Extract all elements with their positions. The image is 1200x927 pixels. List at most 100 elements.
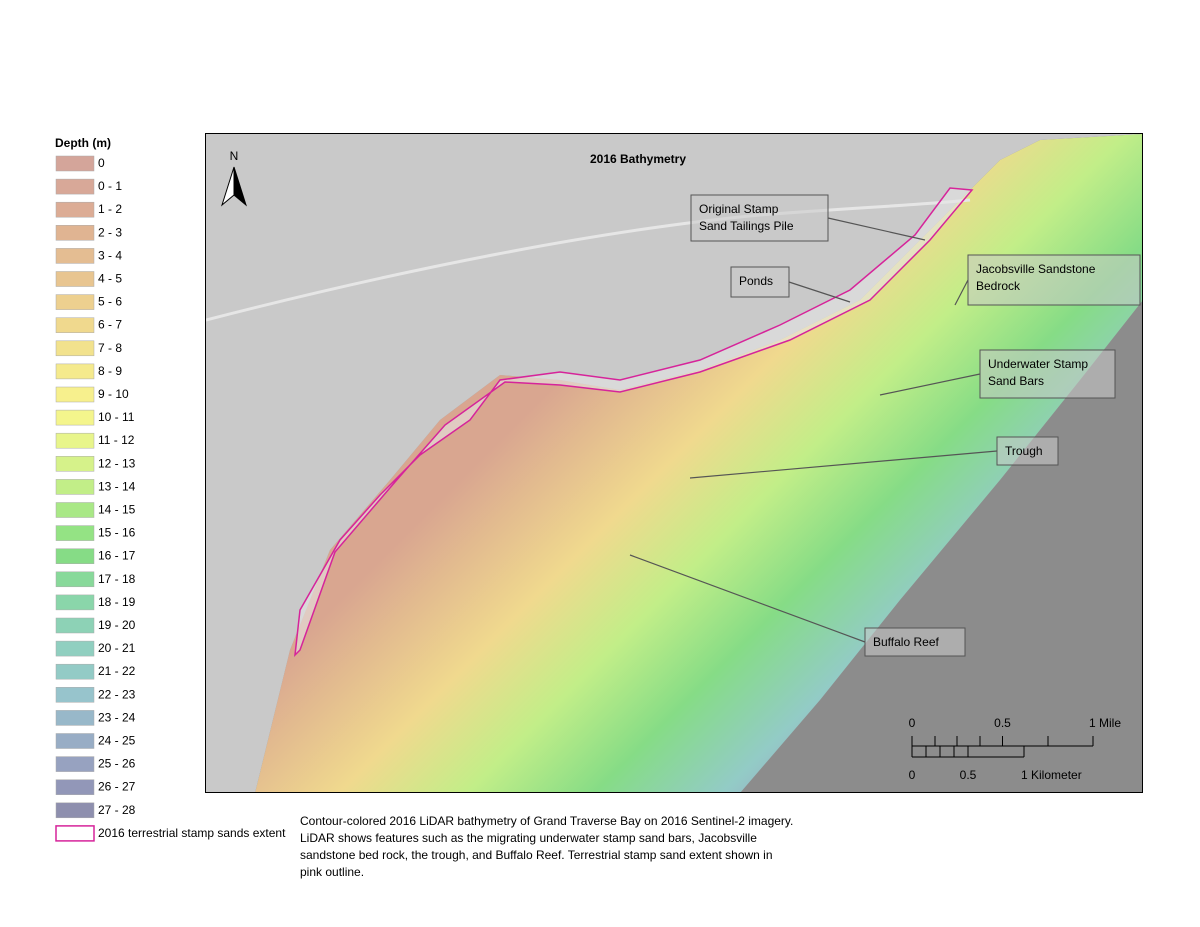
road bbox=[206, 198, 971, 322]
legend-swatch bbox=[55, 201, 95, 218]
legend-swatch bbox=[55, 756, 95, 772]
annotation-text: Original Stamp bbox=[699, 202, 779, 216]
scale-label: 0 bbox=[909, 768, 916, 782]
annotation-text: Jacobsville Sandstone bbox=[976, 262, 1096, 276]
legend-swatch bbox=[55, 432, 95, 449]
annotation-box bbox=[730, 266, 790, 298]
legend-swatch bbox=[55, 802, 95, 819]
legend-swatch bbox=[55, 155, 95, 172]
annotation-text: Buffalo Reef bbox=[873, 635, 939, 649]
legend-title: Depth (m) bbox=[55, 136, 111, 150]
map-image bbox=[206, 134, 1142, 792]
legend-label: 12 - 13 bbox=[98, 456, 136, 470]
scale-label: 0 bbox=[909, 716, 916, 730]
legend-swatch bbox=[55, 386, 95, 403]
legend-label: 6 - 7 bbox=[98, 318, 122, 332]
legend-label: 18 - 19 bbox=[98, 595, 136, 609]
legend-label: 17 - 18 bbox=[98, 572, 136, 586]
caption-line: pink outline. bbox=[300, 865, 364, 879]
legend-label: 13 - 14 bbox=[98, 479, 136, 493]
scale-label: 0.5 bbox=[994, 716, 1011, 730]
legend-label: 5 - 6 bbox=[98, 295, 122, 309]
legend-swatch bbox=[55, 663, 95, 680]
legend-label: 19 - 20 bbox=[98, 618, 136, 632]
legend-swatch bbox=[55, 502, 95, 518]
caption-line: Contour-colored 2016 LiDAR bathymetry of… bbox=[300, 814, 793, 828]
legend-label: 9 - 10 bbox=[98, 387, 129, 401]
land bbox=[206, 134, 1142, 792]
legend-swatch bbox=[55, 456, 95, 472]
annotation-text: Trough bbox=[1005, 444, 1043, 458]
legend-swatch bbox=[55, 363, 95, 380]
legend-swatch bbox=[55, 248, 95, 264]
legend-swatch bbox=[55, 640, 95, 657]
scale-label: 1 Mile bbox=[1089, 716, 1121, 730]
legend-swatch bbox=[55, 710, 95, 726]
legend-swatch bbox=[55, 271, 95, 287]
legend-label: 7 - 8 bbox=[98, 341, 122, 355]
map-title: 2016 Bathymetry bbox=[590, 152, 686, 166]
legend-label: 11 - 12 bbox=[98, 433, 135, 447]
legend-swatch bbox=[55, 409, 95, 426]
leader-line bbox=[689, 450, 998, 479]
legend-label: 3 - 4 bbox=[98, 248, 122, 262]
annotation-box bbox=[690, 194, 829, 242]
caption-line: LiDAR shows features such as the migrati… bbox=[300, 831, 757, 845]
legend-label: 23 - 24 bbox=[98, 710, 136, 724]
legend-outline-swatch bbox=[55, 825, 95, 842]
legend-label: 21 - 22 bbox=[98, 664, 136, 678]
legend-label: 0 bbox=[98, 156, 105, 170]
stamp-sand-outline bbox=[294, 187, 974, 658]
annotation-text: Sand Tailings Pile bbox=[699, 219, 794, 233]
annotation-text: Bedrock bbox=[976, 279, 1021, 293]
legend-swatch bbox=[55, 178, 95, 195]
legend-label: 15 - 16 bbox=[98, 526, 136, 540]
annotation-text: Underwater Stamp bbox=[988, 357, 1088, 371]
leader-line bbox=[788, 281, 851, 303]
legend-label: 4 - 5 bbox=[98, 272, 122, 286]
legend-label: 20 - 21 bbox=[98, 641, 136, 655]
legend-label: 8 - 9 bbox=[98, 364, 122, 378]
legend-swatch bbox=[55, 571, 95, 588]
leader-line bbox=[879, 373, 981, 396]
legend-swatch bbox=[55, 340, 95, 357]
leader-line bbox=[629, 554, 866, 643]
annotation-box bbox=[979, 349, 1116, 399]
annotation-text: Sand Bars bbox=[988, 374, 1044, 388]
leader-line bbox=[954, 279, 969, 306]
legend-swatch bbox=[55, 548, 95, 564]
legend-swatch bbox=[55, 594, 95, 611]
legend-swatch bbox=[55, 733, 95, 749]
legend-label: 0 - 1 bbox=[98, 179, 122, 193]
legend-swatch bbox=[55, 294, 95, 310]
legend-swatch bbox=[55, 617, 95, 634]
legend-label: 25 - 26 bbox=[98, 757, 136, 771]
legend-swatch bbox=[55, 687, 95, 703]
legend-label: 10 - 11 bbox=[98, 410, 135, 424]
legend-label: 22 - 23 bbox=[98, 687, 136, 701]
legend-label: 14 - 15 bbox=[98, 503, 136, 517]
annotation-box bbox=[864, 627, 966, 657]
legend-label: 24 - 25 bbox=[98, 734, 136, 748]
legend-swatch bbox=[55, 479, 95, 495]
leader-line bbox=[827, 217, 926, 241]
legend-label: 1 - 2 bbox=[98, 202, 122, 216]
legend-label: 2 - 3 bbox=[98, 225, 122, 239]
map-frame bbox=[205, 133, 1143, 793]
north-label: N bbox=[230, 149, 239, 163]
annotation-box bbox=[967, 254, 1141, 306]
legend-label: 26 - 27 bbox=[98, 780, 136, 794]
annotation-text: Ponds bbox=[739, 274, 773, 288]
legend-swatch bbox=[55, 525, 95, 541]
legend-label: 27 - 28 bbox=[98, 803, 136, 817]
legend-label: 2016 terrestrial stamp sands extent bbox=[98, 826, 286, 840]
legend-swatch bbox=[55, 779, 95, 795]
legend-label: 16 - 17 bbox=[98, 549, 136, 563]
north-arrow bbox=[221, 166, 247, 207]
caption-line: sandstone bed rock, the trough, and Buff… bbox=[300, 848, 773, 862]
bathymetry bbox=[255, 134, 1142, 792]
annotation-box bbox=[996, 436, 1059, 466]
legend-swatch bbox=[55, 225, 95, 241]
scale-label: 0.5 bbox=[960, 768, 977, 782]
